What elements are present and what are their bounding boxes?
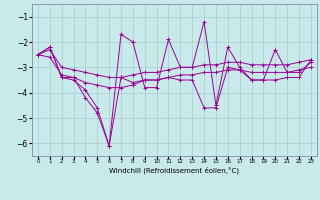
X-axis label: Windchill (Refroidissement éolien,°C): Windchill (Refroidissement éolien,°C) <box>109 167 239 174</box>
